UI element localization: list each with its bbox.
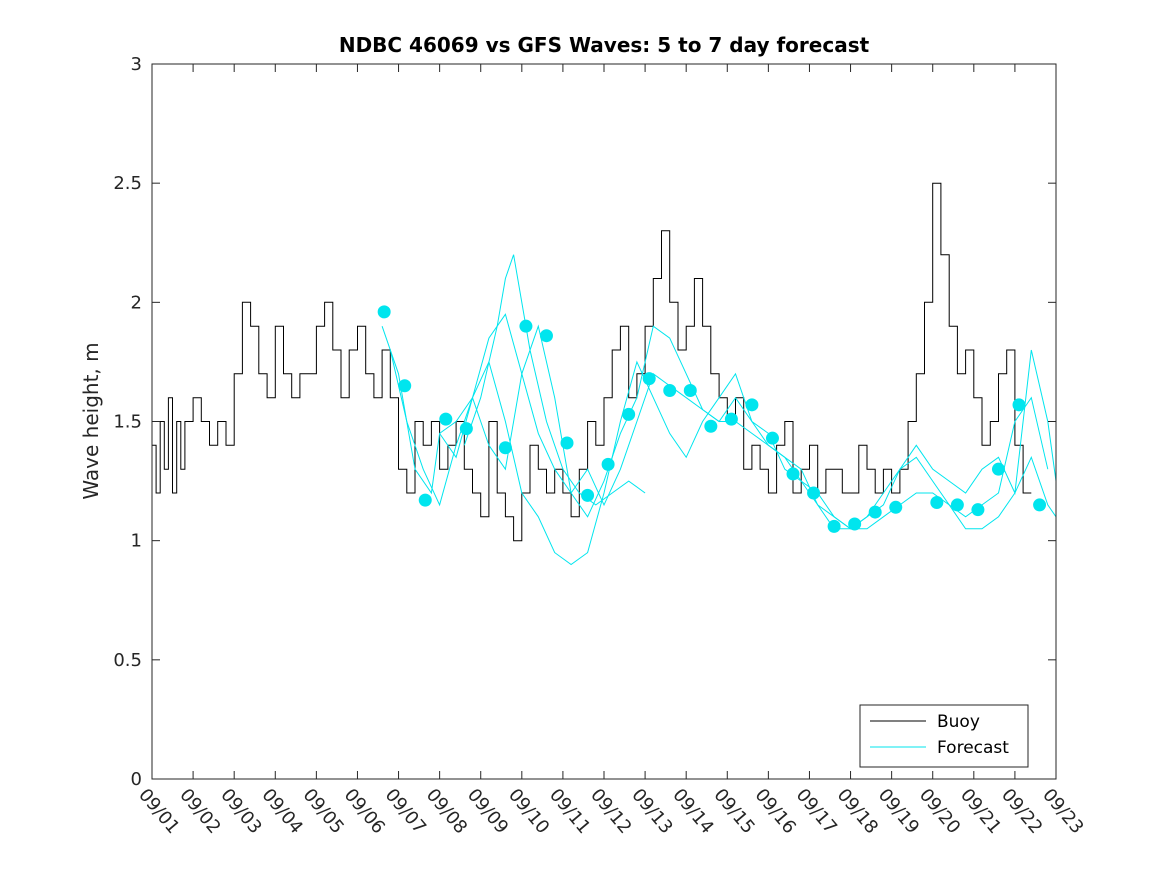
forecast-series-line-3	[439, 360, 1057, 566]
y-tick-label: 1.5	[113, 412, 142, 433]
forecast-marker-point	[827, 519, 841, 533]
legend-box	[859, 704, 1029, 768]
forecast-marker-point	[786, 467, 800, 481]
forecast-marker-point	[950, 498, 964, 512]
forecast-marker-point	[889, 500, 903, 514]
forecast-marker-point	[560, 436, 574, 450]
y-tick-label: 2.5	[113, 173, 142, 194]
forecast-marker-point	[398, 379, 412, 393]
forecast-marker-point	[377, 305, 391, 319]
forecast-marker-point	[1012, 398, 1026, 412]
forecast-marker-point	[848, 517, 862, 531]
forecast-marker-point	[807, 486, 821, 500]
forecast-marker-point	[991, 462, 1005, 476]
y-tick-label: 0	[131, 769, 142, 790]
forecast-series-line-2	[389, 313, 1057, 530]
y-axis-label: Wave height, m	[79, 342, 103, 499]
forecast-marker-point	[581, 488, 595, 502]
y-tick-label: 0.5	[113, 650, 142, 671]
y-tick-label: 3	[131, 54, 142, 75]
forecast-marker-point	[601, 457, 615, 471]
forecast-marker-point	[622, 407, 636, 421]
forecast-marker-point	[1033, 498, 1047, 512]
forecast-marker-point	[765, 431, 779, 445]
forecast-marker-point	[663, 384, 677, 398]
forecast-marker-point	[868, 505, 882, 519]
forecast-marker-point	[930, 496, 944, 510]
forecast-marker-point	[683, 384, 697, 398]
forecast-series-line-4	[463, 254, 646, 506]
forecast-marker-point	[971, 503, 985, 517]
chart-title: NDBC 46069 vs GFS Waves: 5 to 7 day fore…	[339, 33, 870, 57]
legend: Buoy Forecast	[859, 704, 1029, 768]
forecast-marker-point	[724, 412, 738, 426]
legend-label-buoy: Buoy	[937, 712, 980, 732]
y-tick-label: 1	[131, 531, 142, 552]
forecast-marker-point	[642, 372, 656, 386]
forecast-marker-point	[519, 319, 533, 333]
y-tick-label: 2	[131, 292, 142, 313]
forecast-marker-point	[459, 422, 473, 436]
forecast-marker-point	[498, 441, 512, 455]
buoy-series-line	[152, 182, 1032, 542]
forecast-marker-point	[439, 412, 453, 426]
forecast-marker-point	[704, 419, 718, 433]
forecast-marker-point	[539, 329, 553, 343]
legend-label-forecast: Forecast	[937, 738, 1009, 758]
plot-area	[152, 182, 1057, 566]
forecast-marker-point	[745, 398, 759, 412]
forecast-marker-point	[418, 493, 432, 507]
